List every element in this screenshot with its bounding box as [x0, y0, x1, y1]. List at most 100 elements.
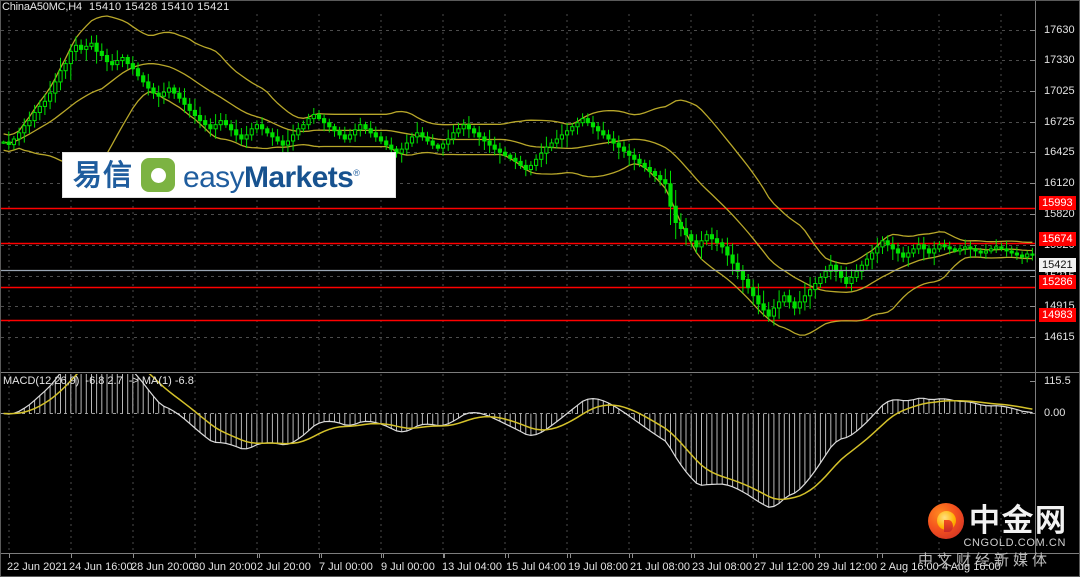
candle-body-bearish [942, 244, 947, 248]
candle-body-bearish [1014, 252, 1019, 256]
candle-body-bullish [704, 234, 709, 242]
candle-body-bearish [187, 103, 192, 111]
price-axis[interactable]: 1763017330170251672516425161201582015520… [1030, 14, 1079, 372]
bollinger-middle-band [3, 63, 1033, 293]
candle-body-bullish [254, 124, 260, 130]
price-chart-canvas[interactable] [1, 14, 1035, 372]
time-axis-minor-pip [1001, 554, 1002, 558]
candle-body-bullish [37, 105, 42, 114]
candle-body-bearish [384, 140, 389, 146]
candle-body-bearish [740, 270, 745, 280]
candle-body-bearish [327, 122, 332, 128]
axis-tick-dash [1030, 91, 1035, 92]
candle-body-bullish [906, 252, 911, 258]
candle-body-bearish [6, 141, 11, 145]
bollinger-lower-line [3, 91, 1033, 336]
bollinger-middle-line [3, 63, 1033, 293]
candle-body-bearish [332, 126, 337, 132]
candle-body-bearish [99, 50, 104, 57]
candle-body-bearish [135, 68, 141, 77]
axis-tick-dash [1030, 122, 1035, 123]
time-axis-minor-pip [71, 554, 72, 558]
axis-tick-dash [1030, 152, 1035, 153]
candlestick-series[interactable] [1, 35, 1035, 326]
time-axis-tick: 9 Jul 00:00 [381, 561, 435, 573]
candle-body-bullish [932, 248, 937, 254]
candle-body-bearish [1009, 250, 1014, 254]
candle-body-bearish [787, 295, 792, 303]
time-axis-tick: 27 Jul 12:00 [754, 561, 814, 573]
candle-body-bearish [497, 148, 502, 153]
candle-body-bearish [1004, 248, 1009, 252]
candle-body-bearish [833, 264, 839, 272]
candle-body-bullish [565, 130, 570, 136]
candle-body-bullish [797, 301, 802, 309]
candle-body-bullish [446, 138, 451, 145]
time-axis-minor-pip [753, 554, 754, 558]
price-level-badge[interactable]: 15674 [1039, 232, 1076, 246]
time-axis-minor-pip [877, 554, 878, 558]
candle-body-bearish [322, 118, 327, 124]
candle-body-bullish [528, 164, 533, 170]
time-axis-minor-pip [195, 554, 196, 558]
candle-body-bearish [921, 244, 926, 250]
time-axis-pip [570, 554, 571, 558]
candle-body-bullish [306, 118, 311, 126]
candle-body-bearish [79, 44, 84, 50]
macd-axis[interactable]: 115.5 0.00 [1030, 374, 1079, 552]
candle-body-bullish [58, 70, 63, 83]
candle-body-bullish [777, 301, 782, 309]
candle-body-bearish [316, 114, 322, 120]
candle-body-bullish [575, 122, 580, 128]
bollinger-upper-band [3, 15, 1033, 265]
candle-body-bearish [627, 150, 632, 156]
candle-body-bullish [42, 100, 47, 107]
time-axis-pip [819, 554, 820, 558]
candle-body-bullish [937, 244, 942, 250]
macd-chart-canvas[interactable] [1, 374, 1035, 552]
price-axis-tick: 16425 [1030, 147, 1075, 158]
macd-indicator-panel[interactable] [1, 374, 1035, 552]
macd-legend: MACD(12,26,9) -6.8 2.7 -> MA(1) -6.8 [3, 375, 194, 388]
axis-tick-dash [1030, 214, 1035, 215]
candle-body-bearish [621, 146, 627, 152]
candle-body-bullish [818, 276, 823, 284]
axis-tick-dash [1030, 337, 1035, 338]
candle-body-bearish [368, 128, 373, 134]
candle-body-bullish [213, 124, 218, 130]
candle-body-bullish [399, 148, 404, 154]
candle-body-bearish [342, 134, 347, 140]
candle-body-bearish [714, 238, 720, 244]
candle-body-bullish [570, 126, 575, 132]
candle-body-bullish [699, 240, 704, 248]
candle-body-bearish [203, 120, 208, 126]
price-level-badge[interactable]: 15286 [1039, 275, 1076, 289]
candle-body-bearish [435, 144, 440, 149]
time-axis-minor-pip [9, 554, 10, 558]
candle-body-bullish [880, 240, 885, 248]
candle-body-bullish [916, 244, 921, 250]
candle-body-bearish [947, 246, 952, 250]
candle-body-bearish [492, 144, 497, 150]
bollinger-lower-band [3, 91, 1033, 336]
candle-body-bullish [415, 132, 420, 138]
price-level-badge[interactable]: 15993 [1039, 196, 1076, 210]
candle-body-bearish [378, 136, 384, 142]
time-axis-tick: 2 Aug 16:00 [880, 561, 939, 573]
macd-signal-line [3, 374, 1033, 501]
candle-body-bullish [11, 138, 17, 146]
price-level-badge[interactable]: 14983 [1039, 308, 1076, 322]
candle-body-bullish [440, 143, 446, 149]
current-price-badge[interactable]: 15421 [1039, 258, 1076, 272]
bollinger-upper-line [3, 15, 1033, 265]
logo-brand-markets: Markets [244, 160, 354, 194]
time-axis[interactable]: 22 Jun 2021 24 Jun 16:00 28 Jun 20:00 30 Ju… [1, 553, 1079, 576]
candle-body-bullish [544, 146, 549, 154]
candle-body-bullish [301, 124, 306, 130]
candle-body-bearish [735, 262, 740, 272]
macd-signal-label: -> MA(1) -6.8 [128, 375, 194, 387]
price-chart-panel[interactable] [1, 14, 1035, 372]
candle-body-bearish [265, 128, 270, 134]
candle-body-bullish [823, 270, 828, 278]
time-axis-pip [882, 554, 883, 558]
